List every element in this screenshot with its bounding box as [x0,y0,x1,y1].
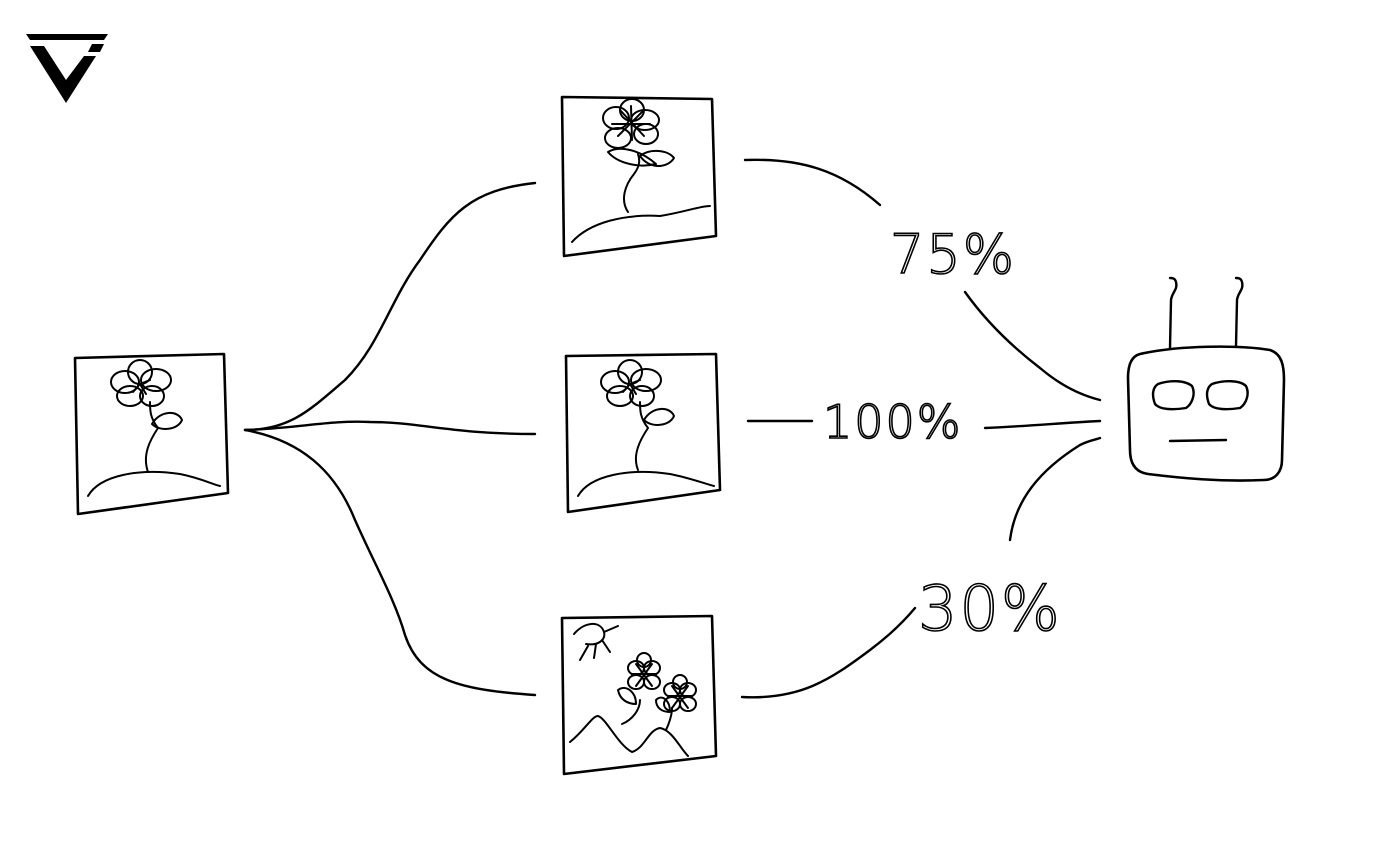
edge-bottom-to-robot-b [1008,436,1102,542]
variant-top-image-node [560,95,718,258]
robot-eye-right [1205,380,1249,411]
landscape-flowers-sun-picture-icon [569,623,697,757]
edge-middle-to-robot-b [983,419,1102,430]
input-image-node [73,352,230,516]
robot-icon [1126,276,1286,482]
edges-variants-to-robot [740,158,1102,699]
flower-picture-icon [87,359,221,497]
logo-icon [26,34,108,103]
edge-input-to-bottom [243,428,537,697]
edge-label-bottom: 30% [918,572,1062,645]
robot-eye-left [1151,380,1195,411]
edge-top-to-robot-a [743,158,882,207]
robot-antenna-right [1234,276,1244,348]
edges-input-to-variants [243,181,537,697]
robot-head [1126,345,1286,482]
edge-bottom-to-robot-a [740,606,917,699]
variant-bottom-image-node [560,614,718,776]
edge-label-middle: 100% [823,395,963,449]
edge-label-top: 75% [890,223,1016,286]
flower-picture-icon [571,98,711,243]
edge-top-to-robot-b [963,290,1102,402]
robot-node [1126,276,1286,482]
robot-mouth [1168,438,1228,443]
robot-antenna-left [1168,276,1178,350]
edge-input-to-top [243,181,537,432]
edge-input-to-middle [243,420,537,436]
flower-picture-icon [577,359,715,497]
variant-middle-image-node [564,352,722,514]
